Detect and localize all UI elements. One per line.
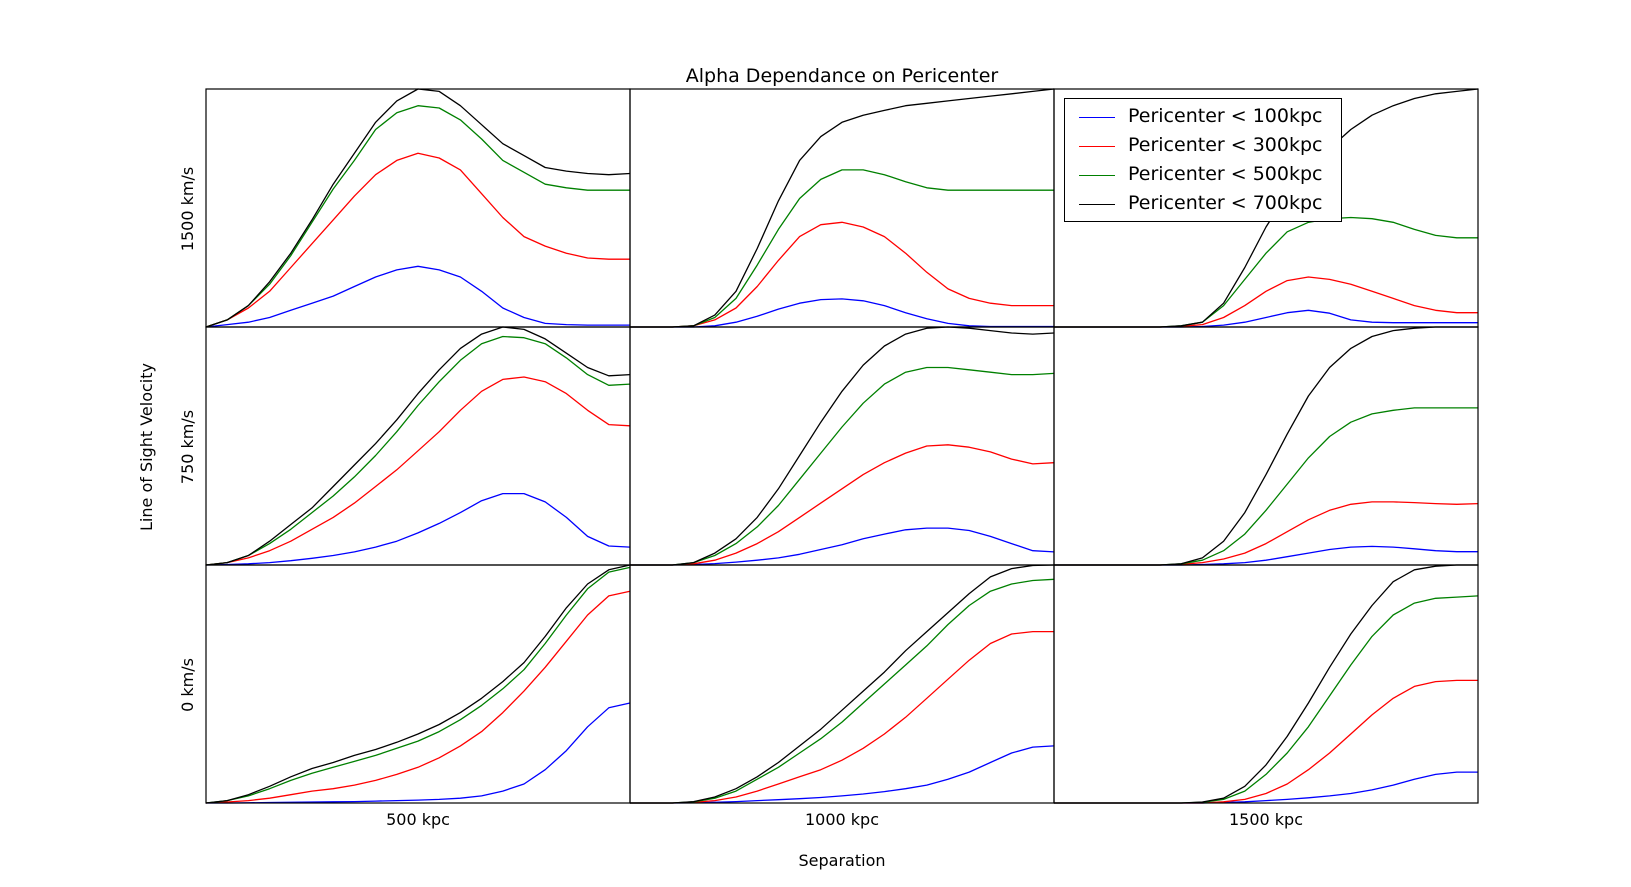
legend-item-500kpc: Pericenter < 500kpc [1065,161,1341,189]
series-line-2 [1054,276,1478,328]
panel-r2-c2 [630,326,1055,566]
column-label-2: 1000 kpc [805,810,879,829]
series-line-1 [1054,545,1478,566]
series-line-4 [1054,326,1478,566]
row-label-2: 750 km/s [178,410,197,484]
series-line-1 [1054,771,1478,804]
series-line-2 [205,376,631,566]
panel-r2-c3 [1054,326,1479,566]
series-line-2 [630,221,1054,328]
series-line-3 [630,578,1055,804]
panel-frames [205,88,1479,804]
legend-swatch-700kpc [1079,204,1115,205]
panel-frame [205,326,631,566]
series-line-3 [1054,407,1478,566]
series-line-2 [630,444,1055,566]
series-line-3 [1054,595,1479,804]
series-line-2 [1054,679,1478,804]
legend-label-100kpc: Pericenter < 100kpc [1128,105,1323,127]
series-line-3 [205,566,631,804]
column-label-3: 1500 kpc [1229,810,1303,829]
panel-r1-c2 [630,88,1055,328]
series-line-3 [205,105,630,328]
series-line-1 [205,265,630,328]
series-line-4 [205,564,631,804]
series-line-4 [1054,564,1478,804]
panel-frame [629,564,1055,804]
series-line-2 [630,630,1054,804]
series-line-4 [205,326,631,566]
panel-frame [629,326,1055,566]
series-line-2 [205,152,630,328]
series-line-4 [630,564,1055,804]
legend-label-500kpc: Pericenter < 500kpc [1128,163,1323,185]
legend-label-700kpc: Pericenter < 700kpc [1128,192,1323,214]
panel-r1-c1 [205,88,631,328]
series-line-4 [630,88,1055,328]
legend-item-700kpc: Pericenter < 700kpc [1065,190,1341,218]
row-label-3: 0 km/s [178,658,197,712]
legend-item-100kpc: Pericenter < 100kpc [1065,103,1341,131]
row-label-1: 1500 km/s [178,167,197,251]
column-label-1: 500 kpc [386,810,450,829]
legend-item-300kpc: Pericenter < 300kpc [1065,132,1341,160]
series-line-4 [630,326,1055,566]
y-axis-label: Line of Sight Velocity [137,363,156,531]
x-axis-label: Separation [799,851,886,870]
legend-label-300kpc: Pericenter < 300kpc [1128,134,1323,156]
chart-title: Alpha Dependance on Pericenter [686,65,999,87]
series-line-3 [630,366,1055,566]
series-line-3 [1054,216,1478,328]
series-line-2 [205,590,631,804]
panel-r3-c1 [205,564,631,804]
legend-swatch-100kpc [1079,117,1115,118]
legend: Pericenter < 100kpc Pericenter < 300kpc … [1064,98,1342,222]
panel-frame [1053,564,1479,804]
series-line-3 [205,335,631,566]
series-line-3 [630,169,1054,328]
legend-swatch-500kpc [1079,175,1115,176]
series-line-1 [630,745,1055,804]
series-line-2 [1054,501,1479,566]
panel-frame [1053,326,1479,566]
panel-r3-c3 [1054,564,1479,804]
panel-r3-c2 [630,564,1055,804]
series-line-1 [205,492,631,566]
legend-swatch-300kpc [1079,146,1115,147]
panel-frame [629,88,1055,328]
panel-r2-c1 [205,326,631,566]
series-line-1 [206,702,631,804]
series-line-1 [630,527,1055,566]
series-line-1 [1054,309,1478,328]
